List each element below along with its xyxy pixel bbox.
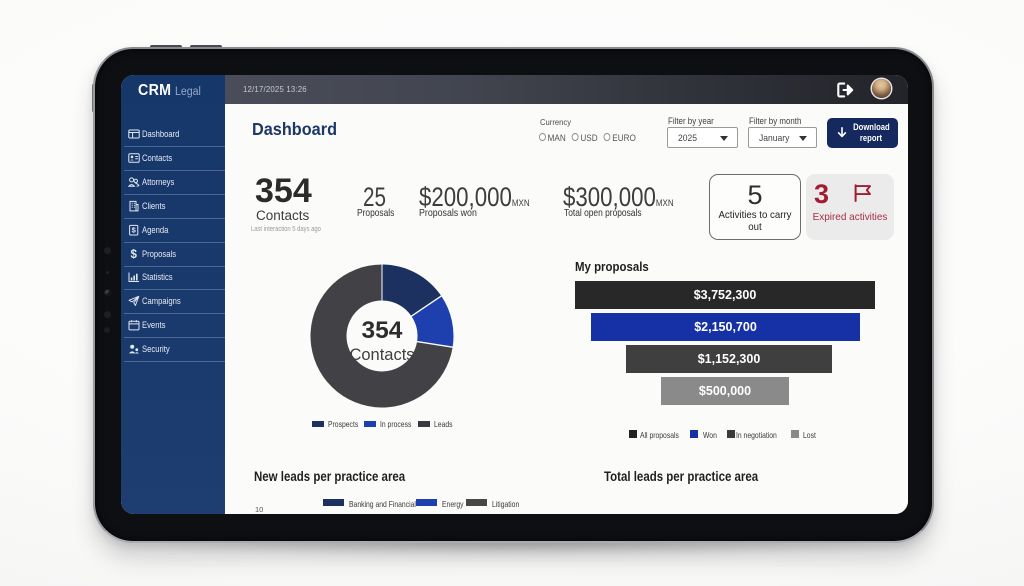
- svg-text:$: $: [130, 249, 137, 259]
- svg-text:$: $: [132, 225, 137, 234]
